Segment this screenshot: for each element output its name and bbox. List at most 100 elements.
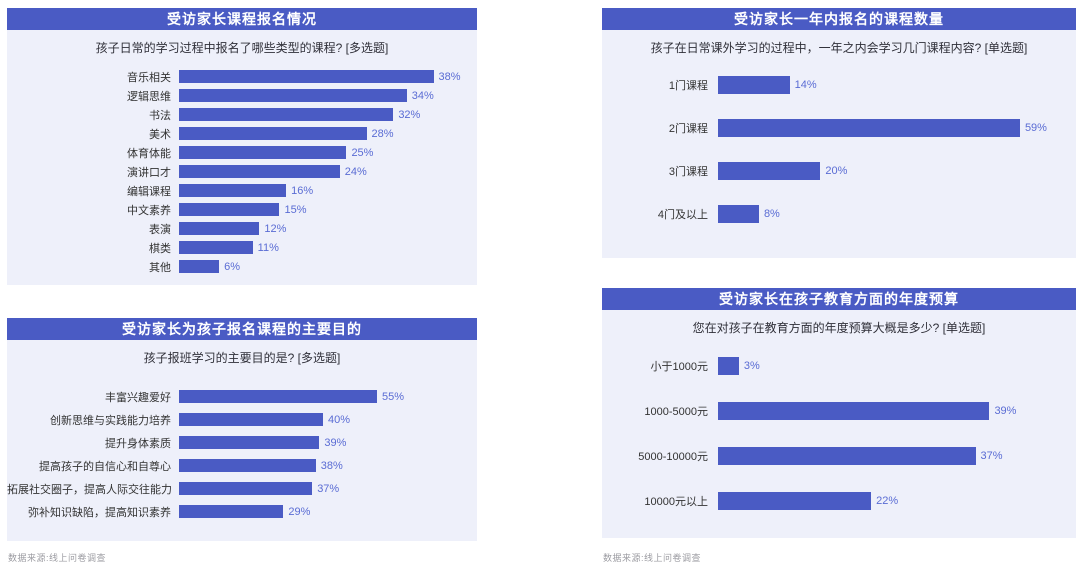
bar-row: 拓展社交圈子，提高人际交往能力 37%: [7, 477, 467, 500]
bar-track: 55%: [179, 390, 467, 403]
bar-row: 弥补知识缺陷，提高知识素养 29%: [7, 500, 467, 523]
bar-rows: 丰富兴趣爱好 55% 创新思维与实践能力培养 40% 提升身体素质 39% 提高孩子的自信心…: [7, 385, 467, 523]
bar-track: 29%: [179, 505, 467, 518]
bar: [179, 505, 284, 518]
category-label: 书法: [149, 109, 171, 122]
bar-track: 38%: [179, 459, 467, 472]
bar: [179, 482, 313, 495]
bar-row: 5000-10000元 37%: [602, 433, 1066, 478]
category-label: 小于1000元: [650, 360, 708, 373]
value-label: 37%: [317, 482, 340, 495]
category-label: 1000-5000元: [644, 405, 708, 418]
data-source-note: 数据来源:线上问卷调查: [603, 553, 702, 563]
bar-row: 1000-5000元 39%: [602, 388, 1066, 433]
value-label: 34%: [411, 89, 434, 102]
category-label: 编辑课程: [127, 185, 171, 198]
bar-row: 提高孩子的自信心和自尊心 38%: [7, 454, 467, 477]
bar-row: 小于1000元 3%: [602, 343, 1066, 388]
bar: [718, 491, 872, 510]
bar: [179, 390, 377, 403]
category-label: 创新思维与实践能力培养: [50, 414, 171, 427]
bar: [179, 184, 287, 197]
bar-rows: 1门课程 14% 2门课程 59% 3门课程 20% 4门及以上 8%: [602, 63, 1066, 235]
value-label: 37%: [980, 449, 1003, 462]
bar: [179, 165, 340, 178]
bar: [179, 459, 316, 472]
bar-track: 34%: [179, 89, 467, 102]
bar: [179, 260, 220, 273]
bar-row: 创新思维与实践能力培养 40%: [7, 408, 467, 431]
category-label: 演讲口才: [127, 166, 171, 179]
bar: [179, 413, 323, 426]
value-label: 3%: [743, 359, 760, 372]
value-label: 39%: [324, 436, 347, 449]
bar-track: 24%: [179, 165, 467, 178]
chart-subtitle: 孩子报班学习的主要目的是? [多选题]: [143, 351, 341, 365]
bar-row: 逻辑思维 34%: [7, 86, 467, 105]
value-label: 24%: [344, 165, 367, 178]
bar-track: 3%: [718, 356, 1066, 375]
value-label: 38%: [438, 70, 461, 83]
bar: [718, 401, 990, 420]
value-label: 8%: [763, 207, 780, 220]
value-label: 14%: [794, 78, 817, 91]
bar-track: 39%: [179, 436, 467, 449]
value-label: 40%: [328, 413, 351, 426]
bar-row: 中文素养 15%: [7, 200, 467, 219]
value-label: 11%: [257, 241, 279, 254]
chart-panel-course-types: 受访家长课程报名情况 孩子日常的学习过程中报名了哪些类型的课程? [多选题] 音…: [7, 8, 477, 285]
bar: [179, 222, 260, 235]
data-source-note: 数据来源:线上问卷调查: [8, 553, 107, 563]
bar: [179, 89, 407, 102]
bar-track: 28%: [179, 127, 467, 140]
bar-row: 提升身体素质 39%: [7, 431, 467, 454]
bar-row: 10000元以上 22%: [602, 478, 1066, 523]
chart-panel-course-count: 受访家长一年内报名的课程数量 孩子在日常课外学习的过程中，一年之内会学习几门课程…: [602, 8, 1076, 258]
category-label: 3门课程: [668, 165, 708, 178]
value-label: 25%: [351, 146, 374, 159]
bar-row: 音乐相关 38%: [7, 67, 467, 86]
category-label: 其他: [149, 261, 171, 274]
value-label: 59%: [1024, 121, 1047, 134]
value-label: 16%: [291, 184, 314, 197]
category-label: 10000元以上: [644, 495, 708, 508]
bar-row: 棋类 11%: [7, 238, 467, 257]
bar: [718, 204, 759, 223]
bar: [718, 118, 1020, 137]
value-label: 29%: [288, 505, 311, 518]
chart-title: 受访家长为孩子报名课程的主要目的: [7, 318, 477, 340]
bar-rows: 小于1000元 3% 1000-5000元 39% 5000-10000元 37% 1000…: [602, 343, 1066, 523]
category-label: 提升身体素质: [105, 437, 171, 450]
bar: [718, 356, 739, 375]
value-label: 55%: [382, 390, 405, 403]
bar-track: 6%: [179, 260, 467, 273]
category-label: 表演: [149, 223, 171, 236]
bar-row: 其他 6%: [7, 257, 467, 276]
bar-track: 16%: [179, 184, 467, 197]
bar-row: 1门课程 14%: [602, 63, 1066, 106]
bar: [179, 127, 367, 140]
value-label: 38%: [320, 459, 343, 472]
bar-track: 37%: [718, 446, 1066, 465]
bar-track: 14%: [718, 75, 1066, 94]
bar: [179, 108, 394, 121]
bar-track: 37%: [179, 482, 467, 495]
chart-title: 受访家长课程报名情况: [7, 8, 477, 30]
bar-track: 39%: [718, 401, 1066, 420]
bar: [718, 161, 821, 180]
bar-track: 25%: [179, 146, 467, 159]
bar: [179, 146, 347, 159]
category-label: 提高孩子的自信心和自尊心: [39, 460, 171, 473]
chart-subtitle: 孩子日常的学习过程中报名了哪些类型的课程? [多选题]: [95, 41, 389, 55]
chart-subtitle: 您在对孩子在教育方面的年度预算大概是多少? [单选题]: [692, 321, 986, 335]
bar: [718, 75, 790, 94]
bar-row: 编辑课程 16%: [7, 181, 467, 200]
bar: [179, 70, 434, 83]
category-label: 4门及以上: [657, 208, 708, 221]
bar-track: 12%: [179, 222, 467, 235]
category-label: 弥补知识缺陷，提高知识素养: [28, 506, 171, 519]
bar-track: 38%: [179, 70, 467, 83]
value-label: 28%: [371, 127, 394, 140]
bar-track: 32%: [179, 108, 467, 121]
value-label: 12%: [264, 222, 287, 235]
